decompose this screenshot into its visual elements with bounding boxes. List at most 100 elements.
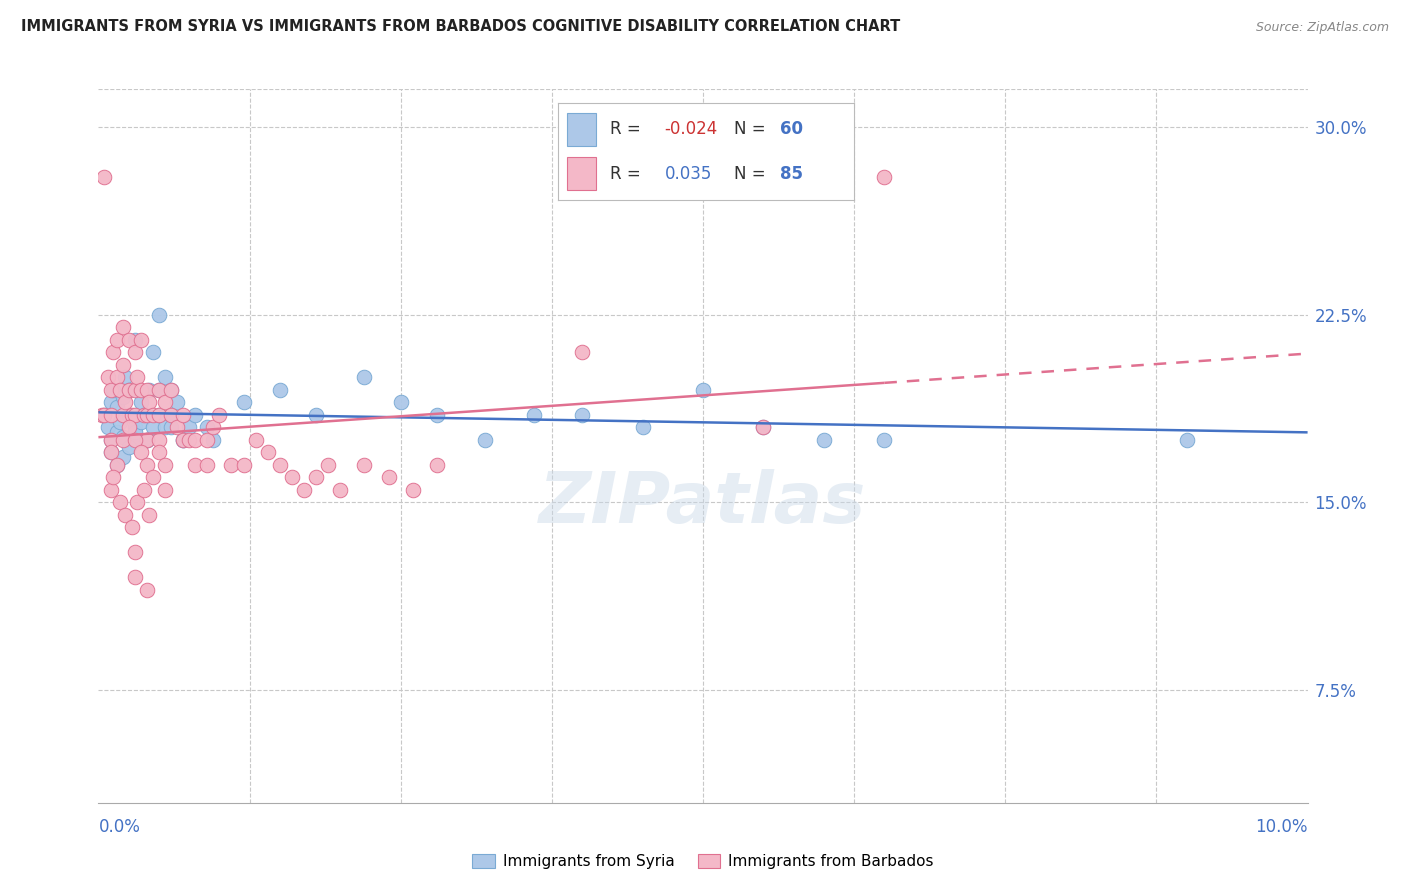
Point: [523, 408, 546, 422]
Point: [135, 383, 157, 397]
Point: [142, 408, 165, 422]
Point: [105, 400, 128, 414]
Point: [377, 470, 399, 484]
Text: ZIPatlas: ZIPatlas: [540, 468, 866, 538]
Point: [105, 458, 128, 472]
Point: [1175, 433, 1198, 447]
Point: [269, 383, 291, 397]
Point: [245, 433, 267, 447]
Point: [305, 408, 328, 422]
Point: [93, 408, 115, 422]
Point: [100, 445, 122, 459]
Point: [179, 420, 201, 434]
Point: [389, 395, 412, 409]
Point: [124, 333, 146, 347]
Point: [195, 420, 218, 434]
Point: [692, 383, 714, 397]
Point: [135, 408, 157, 422]
Point: [153, 458, 176, 472]
Point: [111, 430, 134, 444]
Point: [160, 408, 183, 422]
Point: [148, 433, 170, 447]
Point: [108, 383, 131, 397]
Point: [172, 433, 194, 447]
Point: [97, 370, 120, 384]
Point: [93, 169, 115, 184]
Point: [148, 445, 170, 459]
Point: [108, 415, 131, 429]
Point: [402, 483, 425, 497]
Point: [135, 408, 157, 422]
Point: [873, 433, 896, 447]
Point: [153, 420, 176, 434]
Point: [153, 483, 176, 497]
Point: [305, 470, 328, 484]
Point: [148, 383, 170, 397]
Text: 0.0%: 0.0%: [98, 818, 141, 836]
Point: [111, 320, 134, 334]
Point: [166, 420, 188, 434]
Point: [100, 433, 122, 447]
Point: [105, 458, 128, 472]
Point: [127, 370, 149, 384]
Point: [142, 470, 165, 484]
Point: [873, 169, 896, 184]
Point: [232, 395, 254, 409]
Point: [232, 458, 254, 472]
Point: [208, 408, 231, 422]
Point: [166, 395, 188, 409]
Point: [813, 433, 835, 447]
Point: [134, 408, 156, 422]
Point: [114, 370, 136, 384]
Point: [148, 383, 170, 397]
Point: [124, 420, 146, 434]
Point: [160, 383, 183, 397]
Point: [138, 395, 160, 409]
Point: [142, 420, 165, 434]
Point: [195, 433, 218, 447]
Point: [101, 383, 124, 397]
Point: [100, 433, 122, 447]
Point: [256, 445, 278, 459]
Point: [142, 345, 165, 359]
Point: [571, 408, 593, 422]
Point: [118, 420, 141, 434]
Point: [129, 333, 152, 347]
Point: [160, 420, 183, 434]
Point: [202, 420, 225, 434]
Point: [179, 433, 201, 447]
Text: 10.0%: 10.0%: [1256, 818, 1308, 836]
Point: [292, 483, 315, 497]
Point: [135, 433, 157, 447]
Point: [100, 383, 122, 397]
Point: [124, 408, 146, 422]
Point: [111, 450, 134, 465]
Point: [100, 445, 122, 459]
Point: [426, 458, 449, 472]
Point: [118, 383, 141, 397]
Point: [124, 425, 146, 440]
Point: [100, 483, 122, 497]
Point: [138, 383, 160, 397]
Point: [101, 470, 124, 484]
Point: [221, 458, 243, 472]
Point: [316, 458, 339, 472]
Point: [127, 495, 149, 509]
Point: [138, 508, 160, 522]
Point: [129, 445, 152, 459]
Point: [426, 408, 449, 422]
Point: [172, 408, 194, 422]
Point: [752, 420, 775, 434]
Point: [129, 383, 152, 397]
Point: [93, 408, 115, 422]
Point: [111, 358, 134, 372]
Point: [148, 408, 170, 422]
Point: [148, 408, 170, 422]
Point: [153, 395, 176, 409]
Point: [101, 345, 124, 359]
Point: [474, 433, 496, 447]
Point: [160, 408, 183, 422]
Point: [129, 415, 152, 429]
Point: [124, 433, 146, 447]
Point: [105, 370, 128, 384]
